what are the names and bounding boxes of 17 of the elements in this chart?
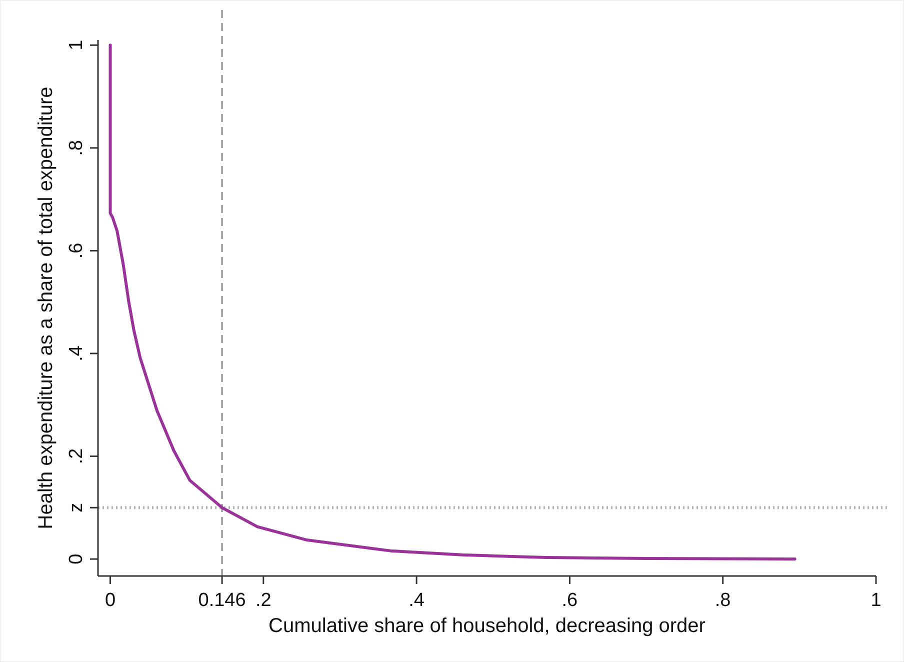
x-tick-label: .6: [562, 590, 578, 611]
y-axis-title: Health expenditure as a share of total expenditure: [35, 86, 57, 530]
y-tick-label: 0: [66, 554, 87, 564]
x-axis-title: Cumulative share of household, decreasing order: [268, 615, 706, 637]
y-tick-label: z: [66, 502, 87, 512]
y-tick-label: .4: [66, 345, 87, 362]
y-tick-label: .6: [66, 242, 87, 259]
y-tick-label: .2: [66, 448, 87, 464]
x-tick-label: 1: [870, 590, 882, 611]
line-series: [108, 44, 796, 561]
x-tick-label: .4: [408, 590, 425, 611]
x-tick-label: 0: [104, 590, 116, 611]
x-tick-label: 0.146: [198, 590, 246, 611]
y-tick-label: .8: [66, 140, 87, 156]
x-tick-label: .8: [714, 590, 731, 611]
y-tick-label: 1: [66, 40, 87, 50]
x-tick-label: .2: [255, 590, 272, 611]
